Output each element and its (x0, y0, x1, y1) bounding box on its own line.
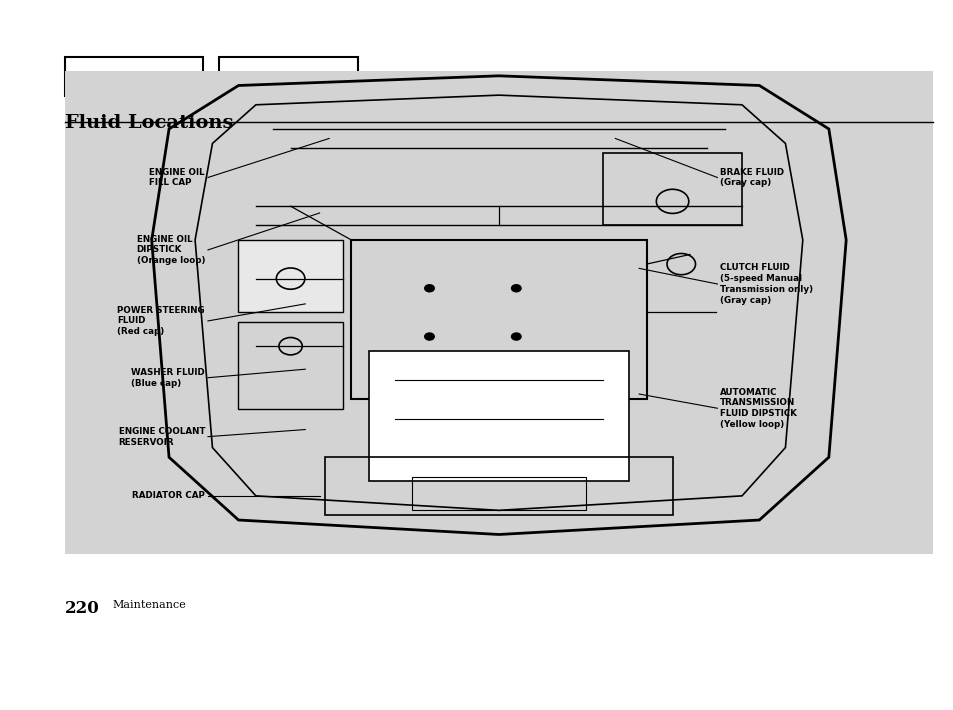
Text: RADIATOR CAP: RADIATOR CAP (132, 491, 205, 500)
Text: Fluid Locations: Fluid Locations (65, 114, 233, 131)
Text: AUTOMATIC
TRANSMISSION
FLUID DIPSTICK
(Yellow loop): AUTOMATIC TRANSMISSION FLUID DIPSTICK (Y… (720, 388, 797, 429)
Bar (412, 476, 585, 510)
Bar (325, 457, 672, 515)
Text: WASHER FLUID
(Blue cap): WASHER FLUID (Blue cap) (132, 368, 205, 388)
Bar (602, 153, 741, 226)
Text: BRAKE FLUID
(Gray cap): BRAKE FLUID (Gray cap) (720, 168, 783, 187)
Text: Maintenance: Maintenance (112, 600, 186, 610)
Circle shape (424, 285, 434, 292)
Circle shape (511, 333, 520, 340)
Bar (219, 57, 357, 96)
Bar (65, 71, 932, 554)
Text: POWER STEERING
FLUID
(Red cap): POWER STEERING FLUID (Red cap) (117, 306, 205, 336)
Bar (238, 240, 342, 312)
Bar (65, 57, 203, 96)
Text: ENGINE OIL
FILL CAP: ENGINE OIL FILL CAP (150, 168, 205, 187)
Circle shape (424, 333, 434, 340)
Circle shape (511, 285, 520, 292)
Bar (238, 322, 342, 409)
Text: 220: 220 (65, 600, 99, 617)
Bar (351, 240, 646, 399)
Text: ENGINE COOLANT
RESERVOIR: ENGINE COOLANT RESERVOIR (118, 427, 205, 447)
Text: CLUTCH FLUID
(5-speed Manual
Transmission only)
(Gray cap): CLUTCH FLUID (5-speed Manual Transmissio… (720, 263, 813, 305)
Bar (368, 351, 629, 481)
Text: ENGINE OIL
DIPSTICK
(Orange loop): ENGINE OIL DIPSTICK (Orange loop) (136, 235, 205, 265)
